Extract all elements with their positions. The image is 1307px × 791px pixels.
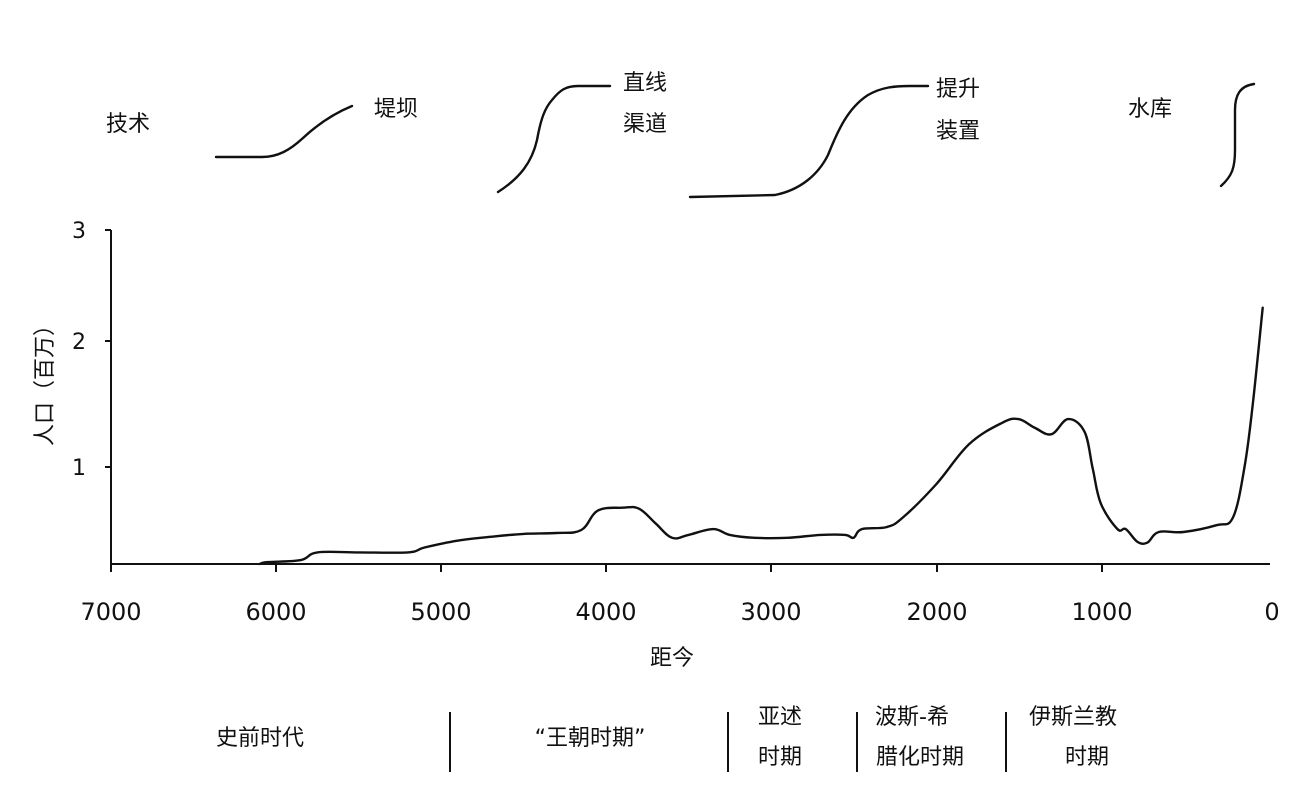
period-label-assyrian-line1: 亚述 xyxy=(758,705,802,730)
period-label-prehistoric: 史前时代 xyxy=(216,726,304,751)
series-line-population xyxy=(258,306,1264,566)
tech-label-dam: 堤坝 xyxy=(374,97,418,122)
tech-label-lifting-device-line1: 提升 xyxy=(936,77,980,102)
y-axis-ticks: 1 2 3 xyxy=(72,219,111,481)
x-tick-label-1000: 1000 xyxy=(1071,598,1132,626)
tech-curve-reservoir xyxy=(1219,82,1256,188)
x-tick-label-2000: 2000 xyxy=(906,598,967,626)
x-tick-label-3000: 3000 xyxy=(740,598,801,626)
period-label-persian-line2: 腊化时期 xyxy=(876,745,964,770)
x-tick-label-6000: 6000 xyxy=(245,598,306,626)
period-label-islamic-line1: 伊斯兰教 xyxy=(1029,705,1117,730)
x-tick-label-7000: 7000 xyxy=(80,598,141,626)
period-label-islamic-line2: 时期 xyxy=(1065,745,1109,770)
y-tick-label-3: 3 xyxy=(72,219,86,244)
x-tick-label-5000: 5000 xyxy=(410,598,471,626)
tech-label-reservoir: 水库 xyxy=(1128,97,1172,122)
period-label-persian-line1: 波斯-希 xyxy=(875,705,949,730)
x-tick-label-4000: 4000 xyxy=(575,598,636,626)
y-tick-label-1: 1 xyxy=(72,456,86,481)
x-axis-title: 距今 xyxy=(650,646,694,671)
y-tick-label-2: 2 xyxy=(72,330,86,355)
tech-curve-dam xyxy=(214,104,354,159)
y-axis-title: 人口（百万） xyxy=(33,314,58,446)
tech-label-straight-canal-line1: 直线 xyxy=(623,71,667,96)
period-label-dynastic: “王朝时期” xyxy=(535,726,646,751)
tech-label-straight-canal-line2: 渠道 xyxy=(623,112,667,137)
tech-curve-straight-canal xyxy=(496,84,612,194)
x-axis-ticks: 7000 6000 5000 4000 3000 2000 1000 0 xyxy=(80,564,1280,626)
x-tick-label-0: 0 xyxy=(1264,598,1279,626)
tech-label-lifting-device-line2: 装置 xyxy=(936,119,980,144)
technology-row-label: 技术 xyxy=(106,112,150,137)
period-label-assyrian-line2: 时期 xyxy=(758,745,802,770)
tech-curve-lifting-device xyxy=(688,84,930,199)
